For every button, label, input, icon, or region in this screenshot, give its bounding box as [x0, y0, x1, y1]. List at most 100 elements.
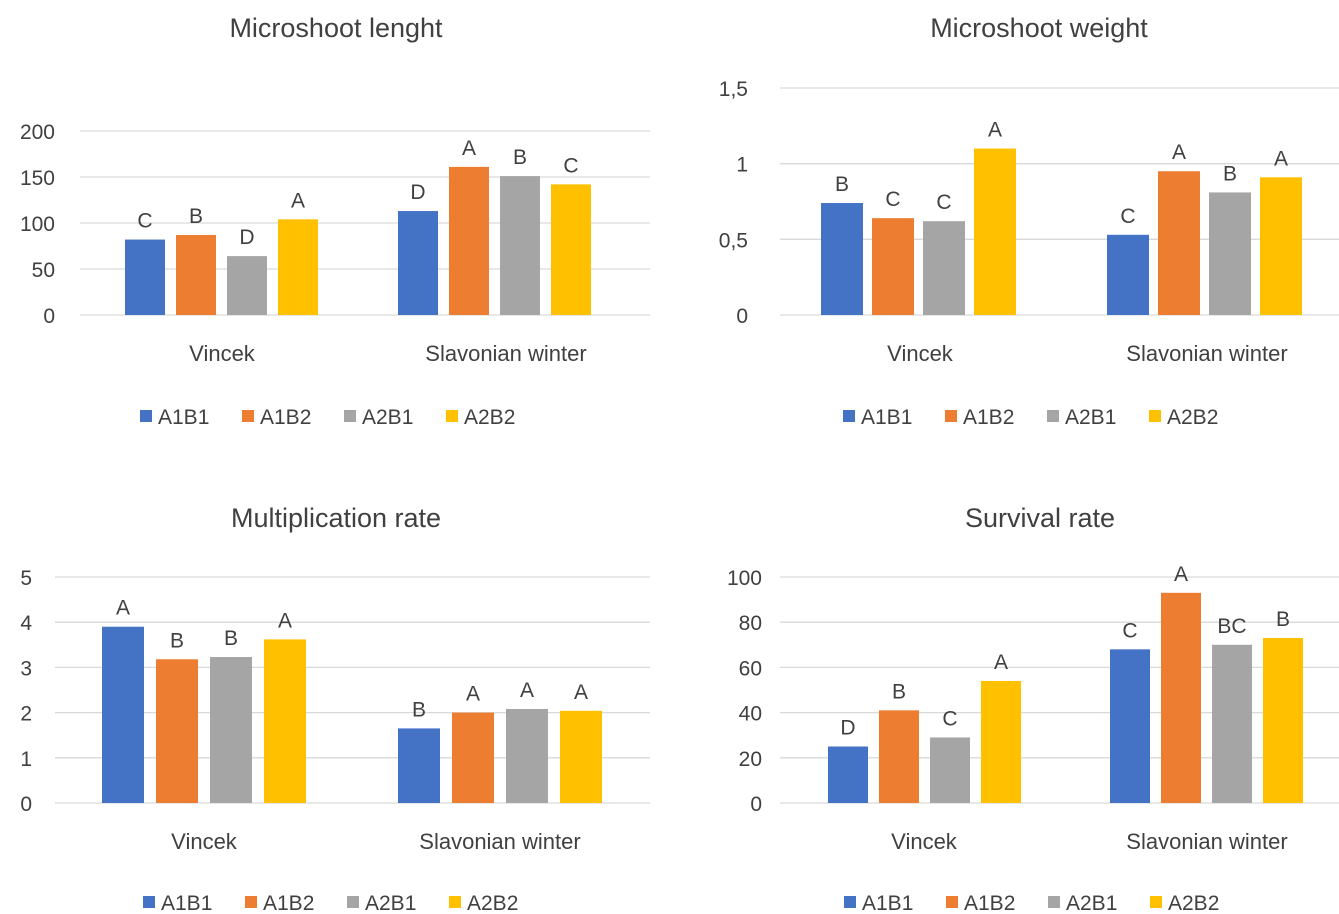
legend-swatch — [449, 896, 461, 908]
data-label: B — [1276, 608, 1290, 631]
x-category-label: Vincek — [189, 341, 256, 366]
y-tick-label: 1 — [736, 154, 748, 177]
y-tick-label: 0,5 — [719, 229, 748, 252]
data-label: C — [563, 154, 578, 177]
legend: A1B1 A1B2 A2B1 A2B2 — [140, 406, 515, 429]
x-category-label: Vincek — [887, 341, 954, 366]
legend: A1B1 A1B2 A2B1 A2B2 — [843, 406, 1218, 429]
x-category-label: Vincek — [891, 829, 958, 854]
data-label: B — [189, 205, 203, 228]
data-label: C — [885, 188, 900, 211]
legend-swatch — [446, 410, 458, 422]
y-tick-label: 0 — [20, 793, 32, 816]
legend-swatch — [844, 896, 856, 908]
legend: A1B1 A1B2 A2B1 A2B2 — [844, 892, 1219, 914]
data-label: A — [278, 609, 292, 632]
y-tick-label: 100 — [20, 213, 55, 236]
y-tick-label: 5 — [20, 567, 32, 590]
legend-swatch — [347, 896, 359, 908]
data-label: B — [892, 680, 906, 703]
bar-a1b1-2 — [398, 728, 440, 803]
data-label: C — [942, 707, 957, 730]
legend-label: A1B2 — [263, 892, 314, 914]
y-tick-label: 0 — [750, 793, 762, 816]
data-label: A — [462, 137, 476, 160]
legend-label: A2B1 — [362, 406, 413, 429]
y-tick-label: 4 — [20, 612, 32, 635]
y-tick-label: 100 — [727, 567, 762, 590]
bar-a2b1-2 — [506, 708, 548, 803]
data-label: A — [988, 119, 1002, 142]
legend-label: A1B1 — [862, 892, 913, 914]
bar-a1b2-1 — [156, 659, 198, 803]
bar-a2b1-1 — [930, 737, 970, 803]
data-label: A — [1274, 147, 1288, 170]
data-label: D — [410, 181, 425, 204]
legend-label: A1B2 — [964, 892, 1015, 914]
bar-a2b2-1 — [264, 639, 306, 803]
legend-swatch — [1150, 896, 1162, 908]
x-category-label: Slavonian winter — [419, 829, 580, 854]
bar-a2b1-2 — [1209, 192, 1251, 315]
legend-label: A1B1 — [861, 406, 912, 429]
data-label: C — [1120, 205, 1135, 228]
x-category-label: Slavonian winter — [425, 341, 586, 366]
bar-a2b2-1 — [278, 219, 318, 315]
bar-a1b1-2 — [1107, 234, 1149, 315]
bar-a2b2-2 — [1263, 638, 1303, 803]
legend-swatch — [140, 410, 152, 422]
data-label: B — [1223, 162, 1237, 185]
y-tick-label: 3 — [20, 657, 32, 680]
bar-a1b1-2 — [398, 211, 438, 315]
legend-swatch — [1047, 410, 1059, 422]
data-label: D — [840, 717, 855, 740]
legend-swatch — [843, 410, 855, 422]
data-label: B — [170, 629, 184, 652]
bar-a2b1-1 — [923, 221, 965, 315]
legend-label: A1B2 — [260, 406, 311, 429]
data-label: C — [1122, 619, 1137, 642]
y-tick-label: 20 — [739, 748, 762, 771]
chart-title: Microshoot lenght — [229, 13, 443, 43]
data-label: A — [291, 189, 305, 212]
bar-a1b1-1 — [821, 203, 863, 315]
data-label: BC — [1217, 615, 1246, 638]
y-tick-label: 80 — [739, 612, 762, 635]
data-label: B — [412, 698, 426, 721]
data-label: A — [1172, 141, 1186, 164]
bar-a1b1-1 — [828, 746, 868, 803]
y-tick-label: 60 — [739, 657, 762, 680]
bar-a1b2-2 — [452, 712, 494, 803]
legend-swatch — [344, 410, 356, 422]
x-category-label: Slavonian winter — [1126, 829, 1287, 854]
y-tick-label: 2 — [20, 703, 32, 726]
bar-a1b2-1 — [176, 234, 216, 315]
legend-label: A1B1 — [158, 406, 209, 429]
legend-label: A2B2 — [467, 892, 518, 914]
y-tick-label: 200 — [20, 121, 55, 144]
bar-a2b1-1 — [227, 256, 267, 315]
bar-a1b2-1 — [879, 710, 919, 803]
data-label: A — [994, 651, 1008, 674]
data-label: B — [224, 627, 238, 650]
data-label: A — [520, 679, 534, 702]
data-label: A — [574, 681, 588, 704]
bar-a1b1-1 — [102, 626, 144, 803]
y-tick-label: 1,5 — [719, 78, 748, 101]
legend-swatch — [945, 410, 957, 422]
legend-label: A1B1 — [161, 892, 212, 914]
y-tick-label: 0 — [43, 305, 55, 328]
legend-label: A1B2 — [963, 406, 1014, 429]
bar-a2b2-1 — [981, 680, 1021, 803]
chart-panel-1: Microshoot lenght 0 50 100 150 200 C B D A Vincek D… — [20, 13, 650, 429]
bar-a2b1-1 — [210, 657, 252, 803]
chart-panel-2: Microshoot weight 0 0,5 1 1,5 B C C A Vincek C A B A S… — [719, 13, 1339, 429]
bar-a1b2-2 — [449, 166, 489, 315]
legend-swatch — [242, 410, 254, 422]
y-tick-label: 1 — [20, 748, 32, 771]
bar-a2b2-1 — [974, 148, 1016, 315]
legend-swatch — [245, 896, 257, 908]
legend: A1B1 A1B2 A2B1 A2B2 — [143, 892, 518, 914]
